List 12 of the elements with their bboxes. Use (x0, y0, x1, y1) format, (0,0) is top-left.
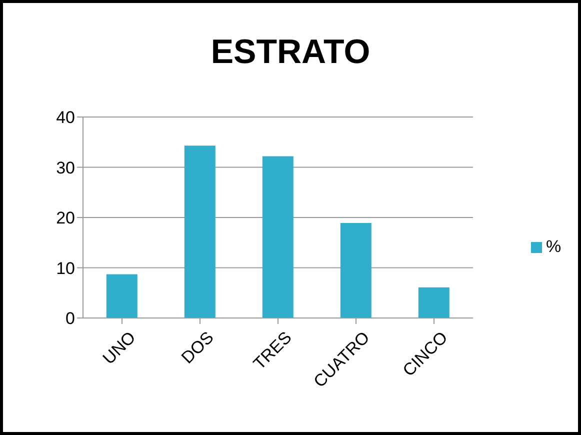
bar (106, 274, 138, 318)
bar (262, 156, 294, 318)
y-tick-label: 20 (56, 208, 75, 228)
y-tick-label: 10 (56, 258, 75, 278)
legend-label: % (545, 237, 562, 257)
y-tick-label: 30 (56, 158, 75, 178)
chart-title: ESTRATO (210, 33, 372, 72)
y-tick-label: 0 (66, 309, 75, 328)
bar (184, 146, 216, 318)
bar (418, 287, 450, 318)
bar (340, 223, 372, 318)
y-tick-label: 40 (56, 108, 75, 128)
